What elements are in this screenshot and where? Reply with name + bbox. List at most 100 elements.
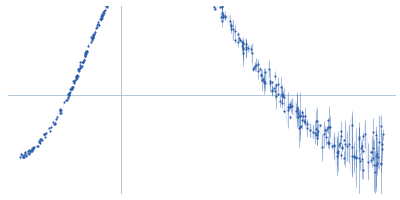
Point <box>298 125 304 128</box>
Point <box>228 24 234 27</box>
Point <box>52 121 58 124</box>
Point <box>67 91 73 94</box>
Point <box>371 164 377 167</box>
Point <box>99 12 105 16</box>
Point <box>222 16 228 19</box>
Point <box>312 133 319 136</box>
Point <box>90 36 96 39</box>
Point <box>63 98 69 102</box>
Point <box>104 5 110 8</box>
Point <box>294 108 301 111</box>
Point <box>28 148 34 152</box>
Point <box>101 11 107 15</box>
Point <box>74 73 80 76</box>
Point <box>256 67 263 70</box>
Point <box>81 58 87 62</box>
Point <box>338 135 344 138</box>
Point <box>296 113 303 116</box>
Point <box>288 104 294 108</box>
Point <box>227 24 234 27</box>
Point <box>236 38 243 41</box>
Point <box>98 14 104 18</box>
Point <box>219 19 225 22</box>
Point <box>26 152 32 156</box>
Point <box>58 111 64 115</box>
Point <box>228 27 234 30</box>
Point <box>335 152 341 155</box>
Point <box>92 26 99 29</box>
Point <box>106 0 113 3</box>
Point <box>90 33 97 36</box>
Point <box>30 147 36 150</box>
Point <box>77 64 83 67</box>
Point <box>77 66 84 69</box>
Point <box>95 20 102 23</box>
Point <box>90 33 96 36</box>
Point <box>269 89 276 92</box>
Point <box>334 150 340 154</box>
Point <box>252 65 258 68</box>
Point <box>342 142 348 145</box>
Point <box>254 62 261 66</box>
Point <box>300 115 307 118</box>
Point <box>65 92 71 96</box>
Point <box>248 51 255 55</box>
Point <box>106 0 112 1</box>
Point <box>258 74 264 77</box>
Point <box>212 7 218 10</box>
Point <box>243 46 249 49</box>
Point <box>64 95 71 98</box>
Point <box>304 122 311 125</box>
Point <box>240 47 246 50</box>
Point <box>296 127 302 130</box>
Point <box>368 158 374 161</box>
Point <box>325 142 331 145</box>
Point <box>31 145 37 148</box>
Point <box>279 94 286 97</box>
Point <box>314 119 320 122</box>
Point <box>344 145 350 148</box>
Point <box>361 132 368 135</box>
Point <box>279 101 286 104</box>
Point <box>319 146 326 149</box>
Point <box>286 106 292 109</box>
Point <box>369 150 376 153</box>
Point <box>35 145 41 148</box>
Point <box>69 87 75 90</box>
Point <box>360 135 366 138</box>
Point <box>96 23 102 26</box>
Point <box>297 115 304 118</box>
Point <box>88 36 95 40</box>
Point <box>272 74 278 77</box>
Point <box>314 137 320 140</box>
Point <box>236 39 243 42</box>
Point <box>76 67 82 70</box>
Point <box>314 134 320 137</box>
Point <box>91 32 97 35</box>
Point <box>54 115 60 118</box>
Point <box>339 146 345 150</box>
Point <box>218 15 224 18</box>
Point <box>356 160 363 163</box>
Point <box>27 149 34 152</box>
Point <box>37 137 44 141</box>
Point <box>17 155 24 158</box>
Point <box>89 38 95 41</box>
Point <box>268 89 275 92</box>
Point <box>68 87 74 90</box>
Point <box>348 145 355 148</box>
Point <box>94 25 101 29</box>
Point <box>51 123 58 126</box>
Point <box>341 156 347 159</box>
Point <box>325 141 332 144</box>
Point <box>68 86 75 89</box>
Point <box>242 43 249 46</box>
Point <box>307 128 314 132</box>
Point <box>66 93 72 97</box>
Point <box>88 41 94 44</box>
Point <box>232 39 238 42</box>
Point <box>295 111 301 114</box>
Point <box>325 118 332 121</box>
Point <box>82 55 88 58</box>
Point <box>329 144 336 147</box>
